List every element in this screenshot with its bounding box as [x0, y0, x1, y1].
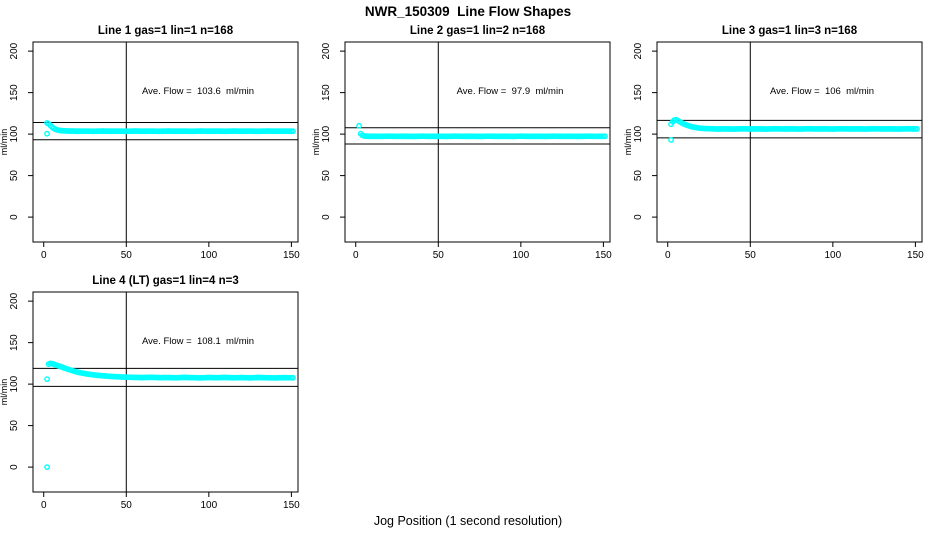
axes — [656, 41, 923, 243]
subplot-canvas-line-2: 0 50 100 150 0 50 100 150 200 ml/min — [312, 41, 612, 261]
figure-title: NWR_150309 Line Flow Shapes — [364, 4, 572, 19]
subplot-title: Line 2 gas=1 lin=2 n=168 — [409, 25, 546, 37]
y-tick-label: 100 — [633, 125, 644, 142]
y-tick-label: 50 — [321, 170, 332, 182]
plot-box — [656, 41, 923, 243]
subplot-line-4: 0 50 100 150 0 50 100 150 200 ml/min Line 4 (LT) … — [0, 270, 312, 520]
x-axis-label: Jog Position (1 second resolution) — [373, 514, 563, 528]
x-axis: 0 50 100 150 — [41, 242, 300, 261]
axes — [32, 291, 299, 493]
y-tick-label: 50 — [9, 420, 20, 432]
x-tick-label: 0 — [41, 500, 47, 511]
x-axis: 0 50 100 150 — [353, 242, 612, 261]
y-tick-label: 0 — [321, 214, 332, 220]
x-axis: 0 50 100 150 — [41, 492, 300, 511]
outlier-point — [44, 376, 50, 383]
x-tick-label: 100 — [200, 500, 217, 511]
y-tick-label: 0 — [633, 214, 644, 220]
ave-flow-annotation: Ave. Flow = 103.6 ml/min — [141, 86, 255, 97]
subplot-line-3: 0 50 100 150 0 50 100 150 200 ml/min Line 3 gas=1… — [624, 20, 936, 270]
y-tick-label: 200 — [633, 42, 644, 59]
y-axis: 0 50 100 150 200 ml/min — [624, 42, 657, 220]
y-tick-label: 150 — [9, 84, 20, 101]
x-tick-label: 100 — [824, 250, 841, 261]
outlier-point — [44, 130, 50, 137]
y-axis: 0 50 100 150 200 ml/min — [0, 42, 33, 220]
data-points — [668, 116, 920, 143]
y-tick-label: 100 — [9, 125, 20, 142]
outlier-point — [44, 464, 50, 471]
x-tick-label: 150 — [283, 250, 300, 261]
x-tick-label: 50 — [745, 250, 757, 261]
ave-flow-annotation: Ave. Flow = 97.9 ml/min — [456, 86, 564, 97]
x-tick-label: 150 — [283, 500, 300, 511]
data-points — [44, 360, 296, 471]
y-tick-label: 0 — [9, 214, 20, 220]
y-tick-label: 200 — [9, 42, 20, 59]
y-axis: 0 50 100 150 200 ml/min — [0, 292, 33, 470]
plot-box — [344, 41, 611, 243]
y-tick-label: 150 — [321, 84, 332, 101]
axes — [32, 41, 299, 243]
y-axis: 0 50 100 150 200 ml/min — [312, 42, 345, 220]
subplot-title: Line 3 gas=1 lin=3 n=168 — [721, 25, 858, 37]
y-tick-label: 150 — [9, 334, 20, 351]
plot-box — [32, 41, 299, 243]
y-tick-label: 150 — [633, 84, 644, 101]
ave-flow-annotation: Ave. Flow = 106 ml/min — [769, 86, 875, 97]
y-tick-label: 100 — [9, 375, 20, 392]
x-tick-label: 50 — [121, 250, 133, 261]
outlier-point — [668, 137, 674, 143]
y-tick-label: 200 — [321, 42, 332, 59]
x-tick-label: 150 — [907, 250, 924, 261]
subplot-canvas-line-4: 0 50 100 150 0 50 100 150 200 ml/min — [0, 291, 300, 511]
data-points — [356, 122, 608, 140]
y-tick-label: 200 — [9, 292, 20, 309]
y-tick-label: 50 — [633, 170, 644, 182]
y-axis-label: ml/min — [0, 129, 9, 156]
ave-flow-annotation: Ave. Flow = 108.1 ml/min — [141, 336, 255, 347]
data-points — [44, 120, 296, 137]
subplot-canvas-line-1: 0 50 100 150 0 50 100 150 200 ml/min — [0, 41, 300, 261]
x-tick-label: 150 — [595, 250, 612, 261]
x-tick-label: 0 — [353, 250, 359, 261]
x-tick-label: 0 — [41, 250, 47, 261]
x-tick-label: 50 — [121, 500, 133, 511]
y-axis-label: ml/min — [312, 129, 321, 156]
subplot-title: Line 4 (LT) gas=1 lin=4 n=3 — [92, 275, 239, 287]
x-tick-label: 100 — [200, 250, 217, 261]
subplot-title: Line 1 gas=1 lin=1 n=168 — [97, 25, 234, 37]
y-axis-label: ml/min — [624, 129, 633, 156]
plot-box — [32, 291, 299, 493]
x-tick-label: 50 — [433, 250, 445, 261]
x-axis: 0 50 100 150 — [665, 242, 924, 261]
y-tick-label: 100 — [321, 125, 332, 142]
y-tick-label: 0 — [9, 464, 20, 470]
subplot-canvas-line-3: 0 50 100 150 0 50 100 150 200 ml/min — [624, 41, 924, 261]
y-tick-label: 50 — [9, 170, 20, 182]
x-tick-label: 0 — [665, 250, 671, 261]
x-tick-label: 100 — [512, 250, 529, 261]
subplot-line-1: 0 50 100 150 0 50 100 150 200 ml/min Line 1 gas=1… — [0, 20, 312, 270]
subplot-line-2: 0 50 100 150 0 50 100 150 200 ml/min Line 2 gas=1… — [312, 20, 624, 270]
y-axis-label: ml/min — [0, 379, 9, 406]
axes — [344, 41, 611, 243]
